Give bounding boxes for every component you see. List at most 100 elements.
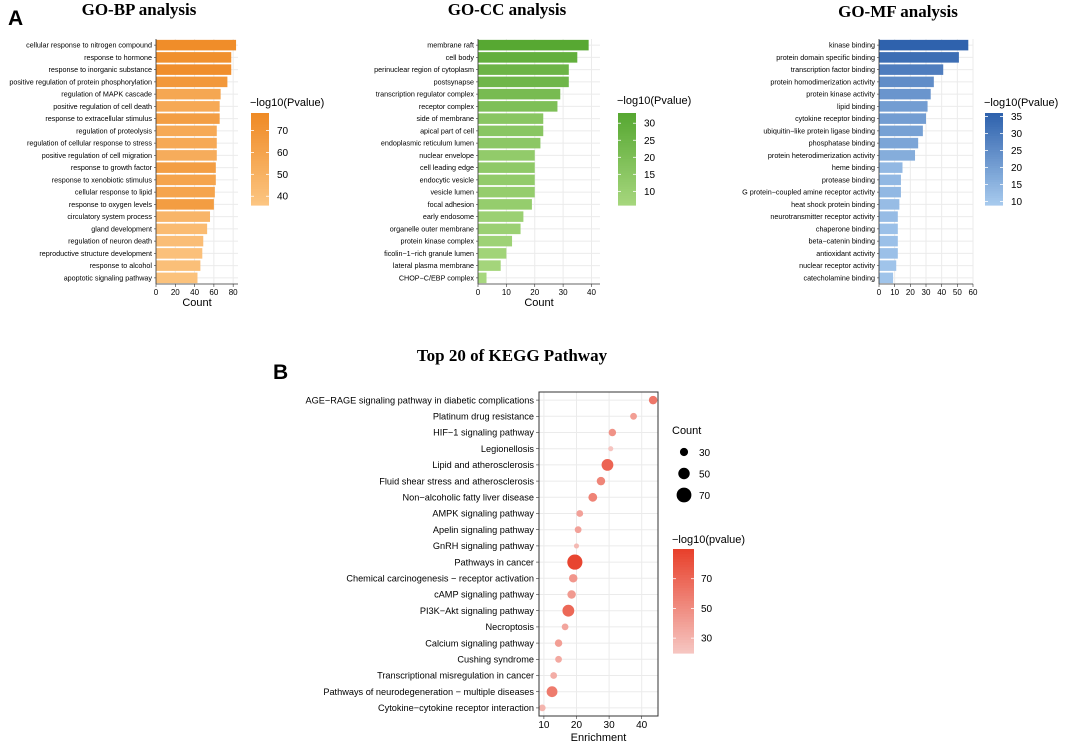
kegg-color-legend-step (673, 624, 694, 628)
go_cc-legend-gradient-step (618, 202, 636, 206)
go_bp-legend-gradient-step (251, 193, 269, 197)
go_mf-bar (879, 125, 923, 137)
go_cc-legend-gradient-step (618, 154, 636, 158)
go_bp-legend-gradient-step (251, 113, 269, 116)
go_cc-legend-gradient-step (618, 193, 636, 197)
go_cc-legend-gradient-step (618, 145, 636, 149)
go_cc-legend-gradient-step (618, 113, 636, 116)
kegg-color-legend-step (673, 650, 694, 654)
go_mf-category-label: phosphatase binding (809, 139, 875, 148)
kegg-color-legend-step (673, 647, 694, 651)
go_mf-bar (879, 113, 926, 124)
kegg-point (596, 476, 606, 486)
go_bp-legend-gradient-step (251, 163, 269, 167)
go_cc-bar (478, 39, 589, 51)
go_bp-legend-gradient-step (251, 129, 269, 132)
go_cc-bar (478, 186, 535, 198)
go_cc-legend-gradient-step (618, 163, 636, 167)
go_mf-bar (879, 39, 969, 51)
go_bp-category-label: positive regulation of cell death (53, 102, 152, 111)
kegg-category-label: Pathways in cancer (454, 557, 534, 567)
kegg-color-legend-step (673, 562, 694, 566)
go_bp-bar (156, 260, 201, 271)
kegg-color-legend-step (673, 611, 694, 615)
go_cc-bar (478, 88, 561, 100)
go_cc-legend-gradient-step (618, 195, 636, 199)
go_mf-x-tick-label: 40 (937, 288, 946, 297)
go_cc-category-label: side of membrane (416, 114, 474, 123)
kegg-size-legend-title: Count (672, 425, 701, 437)
kegg-point (573, 543, 580, 549)
kegg-panel-border (538, 391, 659, 717)
go_cc-legend-gradient-step (618, 165, 636, 169)
go_bp-bar (156, 162, 216, 173)
go_mf-legend-tick-label: 30 (1011, 129, 1023, 140)
kegg-color-legend-step (673, 606, 694, 610)
go_mf-legend-tick-label: 15 (1011, 180, 1023, 191)
go_cc-x-tick-label: 30 (559, 288, 568, 297)
kegg-category-label: Non−alcoholic fatty liver disease (402, 493, 534, 503)
kegg-color-legend-step (673, 621, 694, 625)
go_bp-legend-gradient-step (251, 165, 269, 169)
go_mf-legend-gradient-step (985, 136, 1003, 139)
go_bp-category-label: gland development (91, 224, 152, 233)
go_bp-category-label: apoptotic signaling pathway (64, 273, 153, 282)
kegg-color-legend-step (673, 593, 694, 597)
go_cc-legend-gradient-step (618, 198, 636, 201)
go_bp-x-axis-title: Count (182, 297, 211, 309)
go_cc-category-label: cell body (446, 53, 475, 62)
go_mf-legend-gradient-step (985, 161, 1003, 165)
go_mf-bar (879, 235, 898, 247)
go_mf-category-label: ubiquitin−like protein ligase binding (763, 126, 875, 135)
kegg-size-legend-label: 70 (699, 491, 711, 502)
go_cc-legend-gradient-step (618, 122, 636, 126)
go_cc-bar (478, 113, 544, 124)
go_bp-legend-gradient-step (251, 188, 269, 192)
go_cc-category-label: early endosome (423, 212, 474, 221)
go_cc-bar (478, 150, 535, 161)
go_bp-legend-gradient-step (251, 172, 269, 176)
go_cc-legend-gradient-step (618, 129, 636, 132)
go_mf-legend-gradient-step (985, 124, 1003, 128)
go_mf-legend-gradient-step (985, 145, 1003, 149)
go_cc-legend-gradient-step (618, 200, 636, 204)
go_cc-legend-gradient-step (618, 133, 636, 137)
go_mf-bar (879, 52, 959, 63)
go_bp-legend-gradient-step (251, 126, 269, 130)
kegg-x-tick-label: 10 (538, 720, 550, 731)
go_mf-legend-gradient-step (985, 140, 1003, 144)
go_cc-category-label: focal adhesion (428, 200, 474, 209)
go_mf-legend-gradient-step (985, 163, 1003, 167)
go_mf-bar (879, 76, 934, 88)
go_cc-bar (478, 52, 578, 63)
go_cc-legend-gradient-step (618, 117, 636, 121)
go_cc-bar (478, 199, 532, 210)
go_cc-bar (478, 174, 535, 186)
go_mf-bar (879, 88, 931, 100)
go_mf-legend-gradient-step (985, 115, 1003, 119)
kegg-color-legend-step (673, 567, 694, 571)
go_mf-legend-gradient-step (985, 142, 1003, 146)
kegg-color-legend-step (673, 603, 694, 607)
go_bp-category-label: regulation of cellular response to stres… (27, 139, 152, 148)
go_cc-legend-tick-label: 20 (644, 153, 656, 164)
go_mf-category-label: G protein−coupled amine receptor activit… (742, 188, 875, 197)
go_bp-legend-tick-label: 50 (277, 170, 289, 181)
go_mf-legend-gradient-step (985, 154, 1003, 158)
go_cc-x-tick-label: 0 (476, 288, 481, 297)
kegg-point (588, 492, 598, 502)
go_mf-legend-gradient-step (985, 152, 1003, 155)
go_bp-category-label: response to oxygen levels (69, 200, 153, 209)
go_mf-x-tick-label: 30 (922, 288, 931, 297)
go_bp-bar (156, 211, 211, 222)
kegg-color-legend-title: −log10(pvalue) (672, 534, 745, 546)
go_bp-bar (156, 39, 237, 51)
go_mf-category-label: protein heterodimerization activity (768, 151, 875, 160)
go_mf-bar (879, 272, 894, 284)
kegg-category-label: AMPK signaling pathway (432, 509, 534, 519)
go_mf-legend-gradient-step (985, 149, 1003, 153)
go_cc-bar (478, 272, 487, 284)
go_mf-x-tick-label: 20 (906, 288, 915, 297)
go_cc-legend-title: −log10(Pvalue) (617, 95, 691, 107)
kegg-x-tick-label: 30 (604, 720, 616, 731)
